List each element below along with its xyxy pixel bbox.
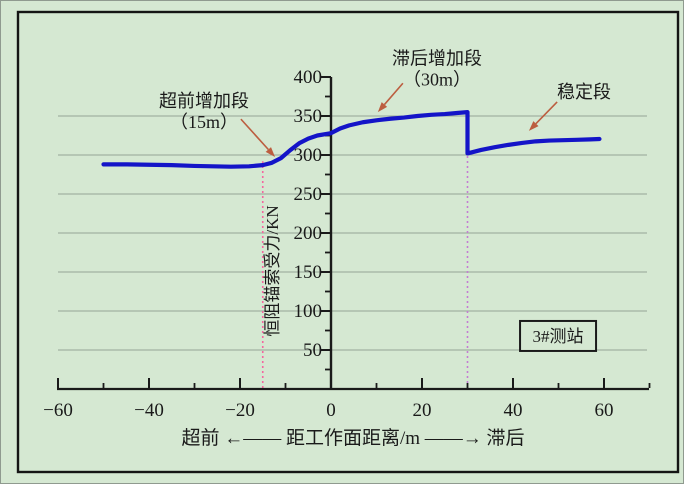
chart-frame	[16, 10, 680, 474]
y-tick-label: 50	[303, 340, 322, 361]
annotation-arrowhead	[377, 102, 388, 113]
annotation-arrowhead	[265, 147, 276, 157]
y-tick-label: 350	[294, 106, 323, 127]
annotation-arrow	[240, 118, 269, 151]
x-tick-label: 20	[413, 400, 432, 421]
annotation-lag-behind-line2: （30m）	[403, 69, 471, 89]
x-axis-title: 超前 ←—— 距工作面距离/m ——→ 滞后	[181, 427, 524, 449]
y-tick-label: 150	[294, 262, 323, 283]
y-axis-title: 恒阻锚索受力/KN	[263, 205, 282, 336]
annotation-arrow	[535, 101, 558, 125]
y-tick-label: 200	[294, 223, 323, 244]
x-tick-label: 40	[504, 400, 523, 421]
x-tick-label: −40	[134, 400, 164, 421]
x-tick-label: 60	[595, 400, 614, 421]
y-tick-label: 100	[294, 301, 323, 322]
station-label: 3#测站	[533, 327, 584, 346]
x-tick-label: 0	[326, 400, 336, 421]
y-tick-label: 300	[294, 145, 323, 166]
force-curve	[101, 109, 602, 169]
annotation-arrowhead	[528, 121, 539, 131]
annotation-lead-ahead-line2: （15m）	[170, 112, 238, 132]
annotation-lead-ahead-line1: 超前增加段	[159, 91, 249, 111]
annotation-arrow	[383, 82, 404, 106]
x-tick-label: −60	[43, 400, 73, 421]
y-tick-label: 250	[294, 184, 323, 205]
station-box	[519, 319, 598, 352]
annotation-lag-behind-line1: 滞后增加段	[392, 48, 482, 68]
y-tick-label: 400	[294, 67, 323, 88]
x-tick-label: −20	[225, 400, 255, 421]
annotation-stable-stage: 稳定段	[557, 82, 611, 102]
chart-geometry: −60 −40 −20 0 20 40 60 50 100 150 200 250 300 350 400	[43, 67, 651, 421]
